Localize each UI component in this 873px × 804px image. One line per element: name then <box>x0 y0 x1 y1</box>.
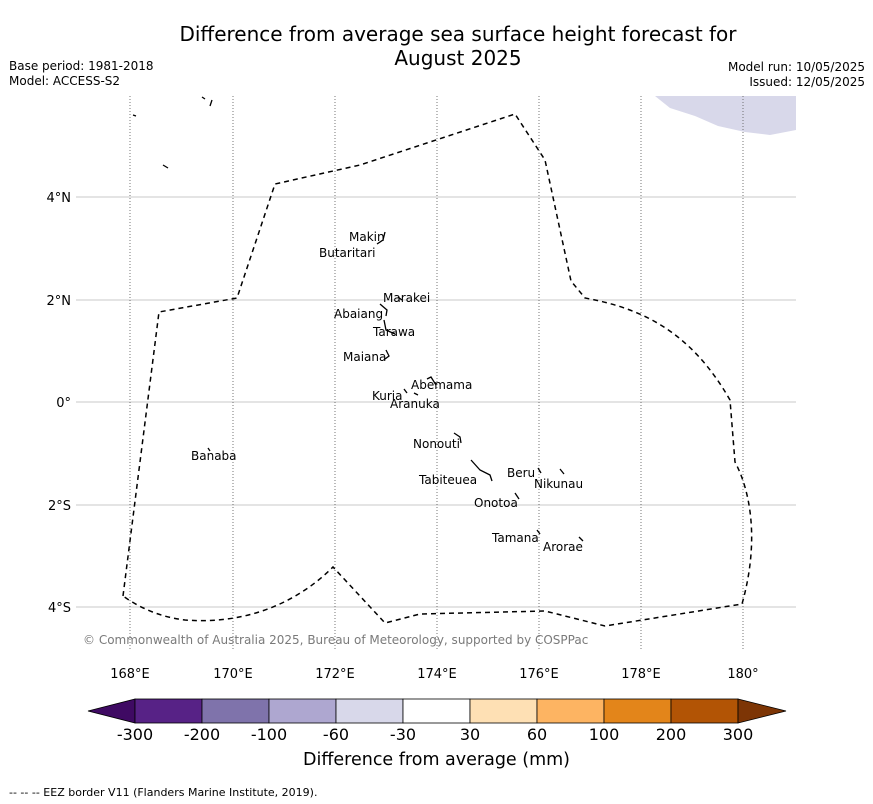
colorbar <box>87 698 787 724</box>
y-tick-2s: 2°S <box>48 499 71 514</box>
x-tick-168: 168°E <box>110 667 150 682</box>
issued-date: Issued: 12/05/2025 <box>749 75 865 89</box>
eez-border <box>122 113 753 627</box>
colorbar-bin-9 <box>670 698 739 724</box>
label-nikunau: Nikunau <box>534 477 583 491</box>
label-aranuka: Aranuka <box>390 397 440 411</box>
label-tabiteuea: Tabiteuea <box>418 473 477 487</box>
y-tick-2n: 2°N <box>47 294 72 309</box>
cb-tick-4: -60 <box>323 725 349 744</box>
anomaly-patch <box>655 96 796 135</box>
colorbar-ticks: -300 -200 -100 -60 -30 30 60 100 200 300 <box>117 725 753 744</box>
y-tick-4s: 4°S <box>48 601 71 616</box>
x-tick-176: 176°E <box>519 667 559 682</box>
model-run: Model run: 10/05/2025 <box>727 60 865 74</box>
meta-right: Model run: 10/05/2025 Issued: 12/05/2025 <box>728 60 865 90</box>
label-maiana: Maiana <box>343 350 386 364</box>
colorbar-bin-4 <box>335 698 404 724</box>
label-butaritari: Butaritari <box>319 246 376 260</box>
label-arorae: Arorae <box>543 540 583 554</box>
x-tick-174: 174°E <box>417 667 457 682</box>
cb-tick-8: 100 <box>589 725 620 744</box>
colorbar-title: Difference from average (mm) <box>302 750 571 770</box>
label-makin: Makin <box>349 230 385 244</box>
label-nonouti: Nonouti <box>413 437 460 451</box>
cb-tick-10: 300 <box>723 725 754 744</box>
model-name: Model: ACCESS-S2 <box>9 74 121 88</box>
colorbar-extend-low <box>87 698 136 724</box>
colorbar-bin-7 <box>536 698 605 724</box>
label-abemama: Abemama <box>411 378 472 392</box>
colorbar-extend-high <box>737 698 787 724</box>
eez-footnote: -- -- -- EEZ border V11 (Flanders Marine… <box>9 786 318 799</box>
label-marakei: Marakei <box>383 291 430 305</box>
island-labels: Makin Butaritari Marakei Abaiang Tarawa … <box>191 230 583 554</box>
y-tick-4n: 4°N <box>47 191 72 206</box>
label-abaiang: Abaiang <box>334 307 383 321</box>
copyright-notice: © Commonwealth of Australia 2025, Bureau… <box>83 633 589 647</box>
map-title-line-2: August 2025 <box>394 46 522 70</box>
x-tick-178: 178°E <box>621 667 661 682</box>
label-tamana: Tamana <box>491 531 539 545</box>
cb-tick-6: 30 <box>460 725 480 744</box>
x-tick-172: 172°E <box>315 667 355 682</box>
lon-gridlines <box>129 96 744 650</box>
label-beru: Beru <box>507 466 535 480</box>
colorbar-bin-1 <box>134 698 203 724</box>
map-title-line-1: Difference from average sea surface heig… <box>179 22 737 46</box>
cb-tick-5: -30 <box>390 725 416 744</box>
label-onotoa: Onotoa <box>474 496 518 510</box>
cb-tick-7: 60 <box>527 725 547 744</box>
island-shapes <box>132 96 584 542</box>
cb-tick-1: -300 <box>117 725 153 744</box>
label-banaba: Banaba <box>191 449 237 463</box>
cb-tick-9: 200 <box>656 725 687 744</box>
colorbar-bin-8 <box>603 698 672 724</box>
x-tick-170: 170°E <box>213 667 253 682</box>
y-tick-0: 0° <box>56 396 71 411</box>
colorbar-bin-2 <box>201 698 270 724</box>
base-period: Base period: 1981-2018 <box>9 59 154 73</box>
label-tarawa: Tarawa <box>372 325 415 339</box>
colorbar-bin-3 <box>268 698 337 724</box>
meta-left: Base period: 1981-2018 Model: ACCESS-S2 <box>9 59 154 89</box>
colorbar-bin-6 <box>469 698 538 724</box>
y-axis-ticks: 4°N 2°N 0° 2°S 4°S <box>47 191 72 616</box>
x-axis-ticks: 168°E 170°E 172°E 174°E 176°E 178°E 180° <box>110 667 758 682</box>
label-kuria: Kuria <box>372 389 403 403</box>
x-tick-180: 180° <box>727 667 758 682</box>
cb-tick-3: -100 <box>251 725 287 744</box>
cb-tick-2: -200 <box>184 725 220 744</box>
lat-gridlines <box>76 196 796 608</box>
colorbar-bin-5 <box>402 698 471 724</box>
map-title: Difference from average sea surface heig… <box>0 22 873 70</box>
